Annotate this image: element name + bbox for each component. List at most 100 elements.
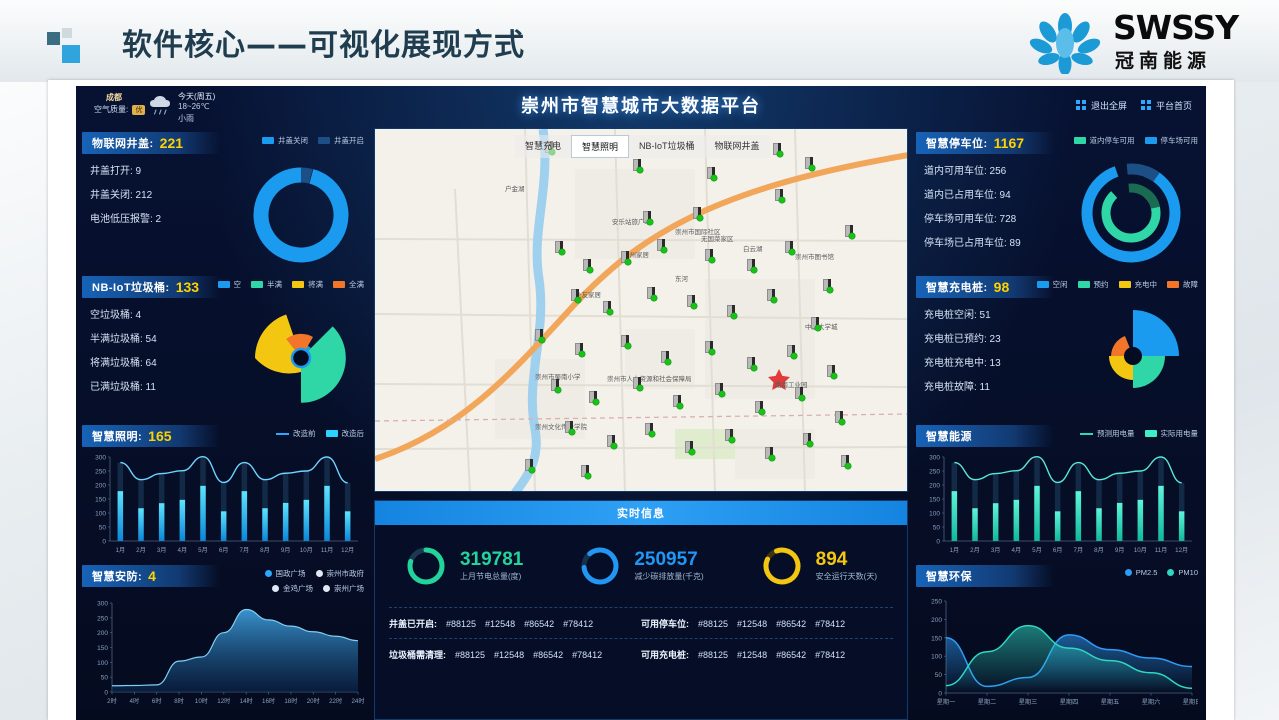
map-marker[interactable] — [687, 295, 697, 309]
svg-text:12月: 12月 — [1175, 547, 1188, 554]
map-marker[interactable] — [773, 143, 783, 157]
svg-text:12月: 12月 — [341, 547, 354, 554]
map-marker[interactable] — [805, 157, 815, 171]
map-marker[interactable] — [661, 351, 671, 365]
parking-section-header: 智慧停车位: 1167 — [916, 132, 1054, 154]
map-marker[interactable] — [715, 383, 725, 397]
map-tab-manhole[interactable]: 物联网井盖 — [714, 141, 760, 151]
map-marker[interactable] — [621, 335, 631, 349]
map-marker[interactable] — [707, 167, 717, 181]
map-marker[interactable] — [607, 435, 617, 449]
row-tag[interactable]: #86542 — [524, 619, 555, 629]
svg-text:6月: 6月 — [219, 547, 229, 554]
map-marker[interactable] — [767, 289, 777, 303]
map-marker[interactable] — [705, 341, 715, 355]
map-marker[interactable] — [775, 189, 785, 203]
svg-text:300: 300 — [97, 601, 108, 608]
map-marker[interactable] — [645, 423, 655, 437]
map-marker[interactable] — [555, 241, 565, 255]
map-marker[interactable] — [727, 305, 737, 319]
row-tag[interactable]: #12548 — [494, 650, 525, 660]
map-marker[interactable] — [575, 343, 585, 357]
row-tag[interactable]: #86542 — [776, 650, 807, 660]
map-marker[interactable] — [633, 159, 643, 173]
svg-text:崇州市国际社区: 崇州市国际社区 — [675, 227, 721, 236]
map-marker[interactable] — [685, 441, 695, 455]
map-marker[interactable] — [657, 239, 667, 253]
map-marker[interactable] — [643, 211, 653, 225]
row-tag[interactable]: #78412 — [572, 650, 603, 660]
map-marker[interactable] — [693, 207, 703, 221]
map-marker[interactable] — [747, 259, 757, 273]
map-marker[interactable] — [565, 421, 575, 435]
fullscreen-exit-icon — [1075, 100, 1086, 110]
platform-home-button[interactable]: 平台首页 — [1140, 99, 1192, 112]
map-marker[interactable] — [835, 411, 845, 425]
map-marker[interactable] — [581, 465, 591, 479]
row-tag[interactable]: #78412 — [815, 650, 846, 660]
svg-text:星期日: 星期日 — [1183, 698, 1198, 706]
legend-item: 崇州市政府 — [315, 568, 364, 579]
map-marker[interactable] — [823, 279, 833, 293]
row-tag[interactable]: #88125 — [446, 619, 477, 629]
map-tab-trash[interactable]: NB-IoT垃圾桶 — [639, 141, 695, 151]
svg-text:150: 150 — [97, 645, 108, 652]
row-tag[interactable]: #12548 — [737, 650, 768, 660]
map-canvas: 阿坝湖户金湖安乐站旅广场崇州市国际社区崇州家居无国菜家区白云湖全友家居东河崇州市… — [375, 129, 907, 491]
map-marker[interactable] — [673, 395, 683, 409]
map-marker[interactable] — [827, 365, 837, 379]
lighting-section-header: 智慧照明: 165 — [82, 425, 220, 447]
map-marker[interactable] — [571, 289, 581, 303]
exit-fullscreen-button[interactable]: 退出全屏 — [1075, 99, 1127, 112]
row-tag[interactable]: #86542 — [533, 650, 564, 660]
map-marker[interactable] — [705, 249, 715, 263]
panel-charging: 智慧充电桩: 98 空闲 预约 充电中 故障 充电桩空闲: 51 充电桩已预约:… — [910, 276, 1206, 421]
legend-item: 空闲 — [1036, 279, 1068, 290]
map-marker[interactable] — [551, 379, 561, 393]
map-tab-lighting[interactable]: 智慧照明 — [571, 135, 630, 158]
row-tag[interactable]: #12548 — [485, 619, 516, 629]
dashboard: 成都 空气质量: 优 今天(周五) 18~26℃ 小雨 崇州市智慧城市大数据平台… — [76, 86, 1206, 720]
map-marker[interactable] — [841, 455, 851, 469]
row-key: 可用充电桩: — [641, 650, 689, 660]
row-tag[interactable]: #88125 — [698, 619, 729, 629]
row-tag[interactable]: #78412 — [815, 619, 846, 629]
map-marker[interactable] — [525, 459, 535, 473]
row-tag[interactable]: #88125 — [455, 650, 486, 660]
metric-value: 319781 — [459, 548, 524, 570]
realtime-rows: 井盖已开启: #88125 #12548 #86542 #78412 可用停车位… — [375, 607, 907, 669]
map-marker[interactable] — [785, 241, 795, 255]
map-marker[interactable] — [725, 429, 735, 443]
lighting-chart: 0 50 100 150 200 250 300 1月 2月 3月 4月 5月 6月 7月 8月 9月 10月 1… — [84, 451, 364, 561]
row-tag[interactable]: #12548 — [737, 619, 768, 629]
map-marker[interactable] — [787, 345, 797, 359]
map-marker[interactable] — [633, 377, 643, 391]
map-tab-charging[interactable]: 智慧充电 — [525, 141, 562, 151]
map-marker[interactable] — [589, 391, 599, 405]
map-marker[interactable] — [803, 433, 813, 447]
realtime-cell: 可用停车位: #88125 #12548 #86542 #78412 — [641, 617, 893, 630]
map-marker[interactable] — [755, 401, 765, 415]
map-marker[interactable] — [621, 251, 631, 265]
map-marker[interactable] — [535, 329, 545, 343]
row-tag[interactable]: #86542 — [776, 619, 807, 629]
map-marker[interactable] — [603, 301, 613, 315]
security-value: 4 — [148, 568, 156, 584]
map-marker[interactable] — [747, 357, 757, 371]
map-marker[interactable] — [811, 317, 821, 331]
map-marker[interactable] — [583, 259, 593, 273]
row-tag[interactable]: #88125 — [698, 650, 729, 660]
panel-lighting: 智慧照明: 165 改造前 改造后 0 50 100 150 200 250 300 1月 2月… — [76, 425, 372, 565]
weather-day: 今天(周五) — [178, 92, 216, 101]
svg-text:9月: 9月 — [1115, 547, 1125, 554]
map-view[interactable]: 阿坝湖户金湖安乐站旅广场崇州市国际社区崇州家居无国菜家区白云湖全友家居东河崇州市… — [374, 128, 908, 492]
row-tag[interactable]: #78412 — [563, 619, 594, 629]
svg-text:18时: 18时 — [284, 697, 297, 705]
left-column: 物联网井盖: 221 井盖关闭 井盖开启 井盖打开: 9 井盖关闭: 212 电… — [76, 128, 372, 720]
map-marker[interactable] — [647, 287, 657, 301]
map-marker[interactable] — [845, 225, 855, 239]
map-marker[interactable] — [795, 387, 805, 401]
svg-text:白云湖: 白云湖 — [743, 244, 763, 253]
trash-legend: 空 半满 将满 全满 — [217, 279, 364, 290]
map-marker[interactable] — [765, 447, 775, 461]
